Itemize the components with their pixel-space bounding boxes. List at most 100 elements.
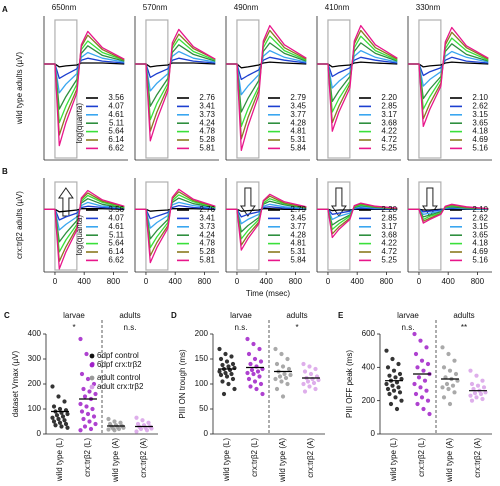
data-point	[140, 418, 145, 423]
panel-title: 650nm	[52, 3, 77, 12]
x-tick-label: 400	[259, 277, 273, 286]
legend-label: 5.64	[108, 239, 124, 248]
legend-label: 3.56	[108, 205, 124, 214]
data-point	[217, 346, 222, 352]
data-point	[399, 376, 404, 382]
x-tick-label: wild type (L)	[389, 438, 398, 482]
data-point	[50, 384, 55, 389]
legend-label: 3.77	[290, 110, 306, 119]
y-tick-label: 100	[195, 379, 209, 388]
legend-label: 3.73	[199, 222, 215, 231]
data-point	[65, 425, 70, 430]
data-point	[280, 394, 286, 399]
legend-label: 2.62	[472, 214, 488, 223]
legend-label: 6.14	[108, 135, 124, 144]
significance: *	[295, 323, 298, 332]
data-point	[468, 368, 473, 373]
legend-label: 3.68	[381, 118, 397, 127]
data-point	[480, 396, 485, 402]
stimulus-arrow	[239, 187, 256, 217]
data-point	[57, 420, 63, 425]
data-point	[384, 381, 389, 387]
data-point	[252, 356, 258, 362]
data-point	[288, 372, 293, 378]
legend-label: 5.11	[109, 118, 125, 127]
data-point	[78, 428, 83, 433]
data-point	[285, 356, 290, 362]
x-tick-label: 0	[417, 277, 422, 286]
data-point	[446, 351, 451, 357]
data-point	[134, 415, 139, 420]
data-point	[248, 384, 253, 389]
data-point	[447, 401, 453, 407]
data-point	[425, 398, 431, 403]
data-point	[302, 369, 308, 374]
data-point	[305, 379, 311, 384]
trace	[226, 56, 307, 81]
data-point	[301, 381, 306, 387]
legend-marker	[89, 384, 95, 390]
x-tick-label: 0	[144, 277, 149, 286]
legend-label: 5.84	[290, 256, 306, 265]
data-point	[478, 391, 484, 397]
legend-label: 4.07	[108, 214, 124, 223]
stimulus-arrow	[57, 187, 74, 217]
legend-label: 4.81	[290, 239, 306, 248]
data-point	[440, 345, 445, 350]
x-tick-label: 800	[289, 277, 303, 286]
data-point	[416, 375, 422, 380]
data-point	[251, 371, 256, 377]
legend-label: 5.31	[290, 247, 306, 256]
trace	[317, 61, 398, 68]
data-point	[279, 379, 284, 384]
data-point	[452, 358, 457, 363]
data-point	[229, 354, 234, 359]
legend-label: 5.81	[199, 144, 215, 153]
data-point	[388, 401, 394, 407]
legend-label: 3.17	[381, 110, 397, 119]
data-point	[217, 369, 222, 374]
data-point	[483, 390, 488, 395]
legend-label: 3.73	[199, 110, 215, 119]
data-point	[246, 376, 252, 382]
legend-label: 2.76	[199, 205, 215, 214]
data-point	[78, 336, 83, 342]
data-point	[93, 391, 98, 397]
legend-label: 6dpf control	[97, 351, 139, 360]
panel-letter: B	[2, 167, 8, 176]
data-point	[446, 386, 451, 392]
y-tick-label: 150	[195, 354, 209, 363]
legend-label: 3.41	[199, 102, 215, 111]
data-point	[218, 372, 224, 378]
data-point	[394, 406, 400, 412]
data-point	[474, 395, 479, 400]
data-point	[471, 386, 476, 392]
panel-title: 410nm	[325, 3, 350, 12]
legend-label: 3.65	[472, 118, 488, 127]
trace	[317, 202, 398, 239]
data-point	[230, 376, 236, 382]
data-point	[455, 378, 460, 383]
trace	[226, 24, 307, 152]
y-axis-label: PIII OFF peak (ms)	[345, 350, 354, 418]
data-point	[230, 361, 236, 367]
legend-label: 2.79	[290, 93, 306, 102]
legend-label: 4.28	[290, 118, 306, 127]
data-point	[413, 391, 419, 397]
data-point	[138, 426, 144, 432]
data-point	[85, 411, 91, 417]
legend-label: 5.84	[290, 144, 306, 153]
trace	[226, 193, 307, 251]
data-point	[56, 394, 61, 399]
data-point	[393, 375, 398, 380]
legend-label: 3.56	[108, 93, 124, 102]
stimulus-box	[418, 19, 442, 159]
legend-label: 4.72	[381, 247, 397, 256]
data-point	[60, 414, 66, 419]
data-point	[412, 381, 417, 387]
legend-label: 2.20	[381, 205, 397, 214]
legend-label: 2.76	[199, 93, 215, 102]
legend-label: 4.18	[472, 127, 488, 136]
data-point	[87, 389, 92, 394]
y-tick-label: 600	[362, 329, 376, 338]
